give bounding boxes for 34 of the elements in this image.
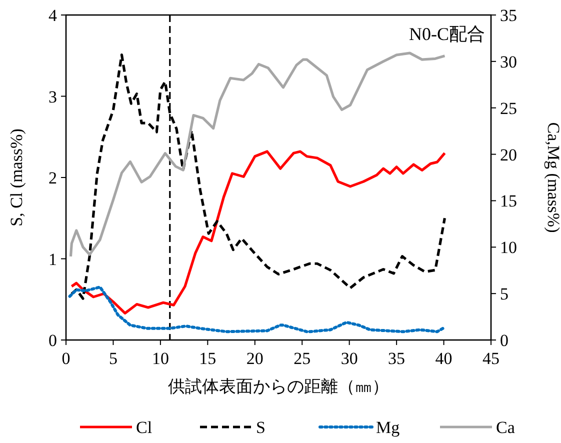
y-tick-label: 2 — [48, 168, 57, 188]
y-axis-title: S, Cl (mass%) — [7, 128, 26, 226]
line-series — [68, 286, 446, 334]
legend-label: S — [256, 418, 266, 437]
legend-label: Mg — [376, 418, 400, 437]
legend-label: Ca — [496, 418, 516, 437]
text: N0-C配合 — [409, 24, 485, 44]
line-series — [70, 150, 446, 314]
x-tick-label: 35 — [388, 349, 406, 368]
x-tick-label: 20 — [246, 349, 264, 368]
y2-tick-label: 5 — [500, 284, 508, 304]
y2-axis-title: Ca,Mg (mass%) — [544, 122, 561, 233]
y2-tick-label: 25 — [500, 98, 517, 118]
x-tick-label: 25 — [294, 349, 311, 368]
y2-tick-label: 35 — [500, 6, 517, 25]
x-axis-title: 供試体表面からの距離（㎜） — [168, 377, 389, 396]
x-tick-label: 10 — [152, 349, 169, 368]
y2-tick-label: 10 — [500, 238, 517, 258]
x-tick-label: 45 — [482, 349, 500, 368]
legend-label: Cl — [136, 418, 152, 437]
x-tick-label: 5 — [108, 349, 118, 368]
x-tick-label: 0 — [62, 349, 70, 368]
y2-tick-label: 15 — [500, 192, 517, 211]
x-tick-label: 40 — [435, 349, 452, 368]
y2-tick-label: 30 — [500, 52, 517, 72]
y2-tick-label: 0 — [500, 331, 508, 350]
y-tick-label: 4 — [48, 6, 58, 25]
y-tick-label: 3 — [48, 87, 57, 106]
x-tick-label: 15 — [199, 349, 216, 368]
y-tick-label: 1 — [48, 250, 57, 269]
y2-tick-label: 20 — [500, 145, 517, 164]
x-tick-label: 30 — [340, 349, 358, 368]
line-series — [69, 52, 446, 258]
y-tick-label: 0 — [48, 331, 57, 350]
